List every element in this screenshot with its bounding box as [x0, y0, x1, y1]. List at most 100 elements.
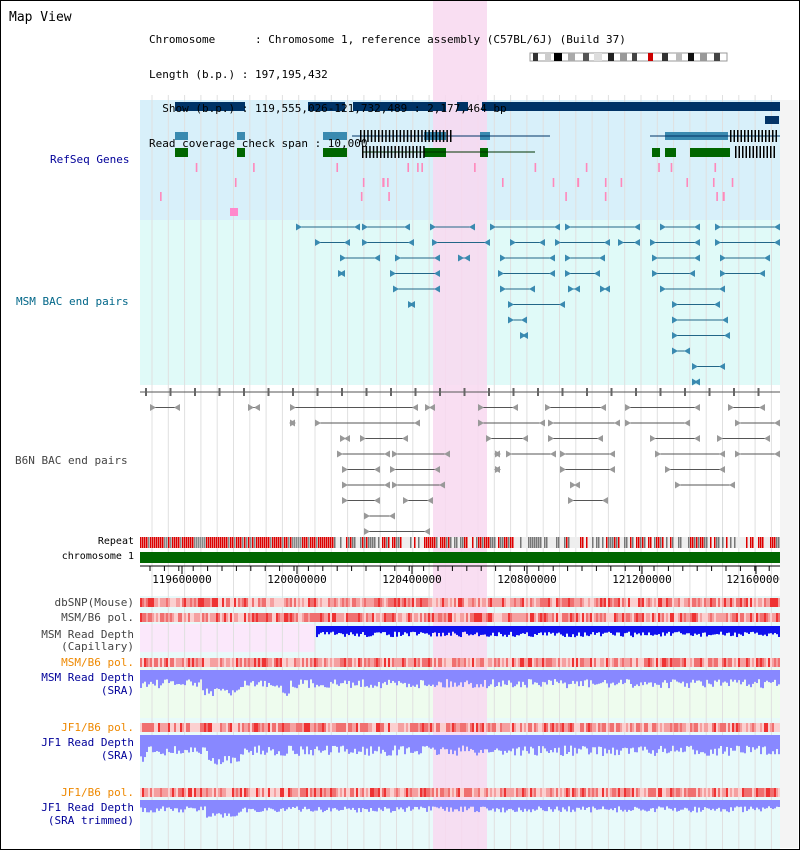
depth-bar	[294, 670, 296, 688]
heat-cell	[356, 613, 358, 622]
heat-cell	[522, 723, 524, 732]
heat-cell	[470, 788, 472, 797]
heat-cell	[452, 613, 454, 622]
depth-bar	[268, 670, 270, 683]
exon-mark	[735, 146, 737, 158]
heat-cell	[140, 613, 142, 622]
depth-bar	[464, 670, 466, 683]
depth-bar	[464, 800, 466, 807]
repeat-mark	[582, 537, 584, 548]
track-label-b6n-bac[interactable]: B6N BAC end pairs	[15, 454, 128, 467]
track-label-jf1-b6-pol-2[interactable]: JF1/B6 pol.	[61, 786, 134, 799]
repeat-mark	[326, 537, 328, 548]
depth-bar	[514, 670, 516, 687]
heat-cell	[694, 613, 696, 622]
heat-cell	[142, 598, 144, 607]
track-label-msm-bac[interactable]: MSM BAC end pairs	[16, 295, 129, 308]
depth-bar	[540, 800, 542, 809]
exon-mark	[363, 130, 366, 142]
repeat-mark	[564, 537, 566, 548]
heat-cell	[634, 658, 636, 667]
depth-bar	[502, 626, 504, 637]
depth-bar	[632, 735, 634, 748]
track-label-msm-b6-pol-2[interactable]: MSM/B6 pol.	[61, 656, 134, 669]
bac-end-icon	[729, 481, 735, 489]
depth-bar	[504, 670, 506, 685]
heat-cell	[164, 658, 166, 667]
track-label-jf1-depth-sra[interactable]: JF1 Read Depth	[41, 736, 134, 749]
heat-cell	[758, 658, 760, 667]
repeat-mark	[486, 537, 488, 548]
bac-end-icon	[412, 404, 418, 411]
heat-cell	[670, 788, 672, 797]
track-label-msm-depth-capillary[interactable]: MSM Read Depth	[41, 628, 134, 641]
heat-cell	[642, 723, 644, 732]
depth-bar	[264, 735, 266, 755]
depth-bar	[152, 800, 154, 813]
heat-cell	[248, 723, 250, 732]
heat-cell	[710, 788, 712, 797]
heat-cell	[692, 658, 694, 667]
depth-bar	[546, 735, 548, 752]
track-label-msm-depth-sra[interactable]: MSM Read Depth	[41, 671, 134, 684]
heat-cell	[448, 613, 450, 622]
exon-mark	[408, 146, 411, 158]
bac-end-icon	[570, 481, 576, 489]
depth-bar	[350, 626, 352, 633]
track-label-jf1-depth-trimmed[interactable]: JF1 Read Depth	[41, 801, 134, 814]
vertical-scrollbar[interactable]	[780, 100, 798, 848]
heat-cell	[378, 613, 380, 622]
depth-bar	[730, 626, 732, 637]
track-label-repeat[interactable]: Repeat	[97, 536, 134, 547]
heat-cell	[634, 723, 636, 732]
depth-bar	[756, 800, 758, 808]
depth-bar	[488, 670, 490, 687]
repeat-mark	[250, 537, 252, 548]
repeat-mark	[462, 537, 464, 548]
heat-cell	[240, 723, 242, 732]
track-label-refseq-genes[interactable]: RefSeq Genes	[50, 153, 130, 166]
depth-bar	[648, 735, 650, 753]
heat-cell	[710, 658, 712, 667]
depth-bar	[732, 735, 734, 751]
heat-cell	[512, 723, 514, 732]
track-label-chromosome[interactable]: chromosome 1	[61, 551, 134, 562]
heat-cell	[500, 613, 502, 622]
track-label-msm-b6-pol-1[interactable]: MSM/B6 pol.	[61, 611, 134, 624]
heat-cell	[526, 658, 528, 667]
depth-bar	[372, 800, 374, 811]
heat-cell	[662, 723, 664, 732]
heat-cell	[462, 723, 464, 732]
depth-bar	[376, 735, 378, 752]
repeat-mark	[762, 537, 764, 548]
heat-cell	[400, 723, 402, 732]
heat-cell	[198, 598, 200, 607]
depth-bar	[642, 800, 644, 810]
heat-cell	[616, 788, 618, 797]
heat-cell	[162, 598, 164, 607]
heat-cell	[598, 658, 600, 667]
heat-cell	[278, 658, 280, 667]
depth-bar	[598, 626, 600, 633]
heat-cell	[476, 788, 478, 797]
heat-cell	[174, 613, 176, 622]
heat-cell	[236, 598, 238, 607]
repeat-mark	[616, 537, 618, 548]
depth-bar	[556, 626, 558, 634]
repeat-mark	[170, 537, 172, 548]
heat-cell	[542, 613, 544, 622]
depth-bar	[544, 670, 546, 683]
track-label-jf1-b6-pol-1[interactable]: JF1/B6 pol.	[61, 721, 134, 734]
track-label-dbsnp[interactable]: dbSNP(Mouse)	[54, 596, 134, 609]
depth-bar	[256, 735, 258, 753]
depth-bar	[296, 800, 298, 807]
heat-cell	[270, 788, 272, 797]
depth-bar	[478, 735, 480, 753]
heat-cell	[360, 613, 362, 622]
heat-cell	[612, 658, 614, 667]
heat-cell	[560, 658, 562, 667]
heat-cell	[172, 723, 174, 732]
heat-cell	[462, 613, 464, 622]
depth-bar	[502, 735, 504, 755]
